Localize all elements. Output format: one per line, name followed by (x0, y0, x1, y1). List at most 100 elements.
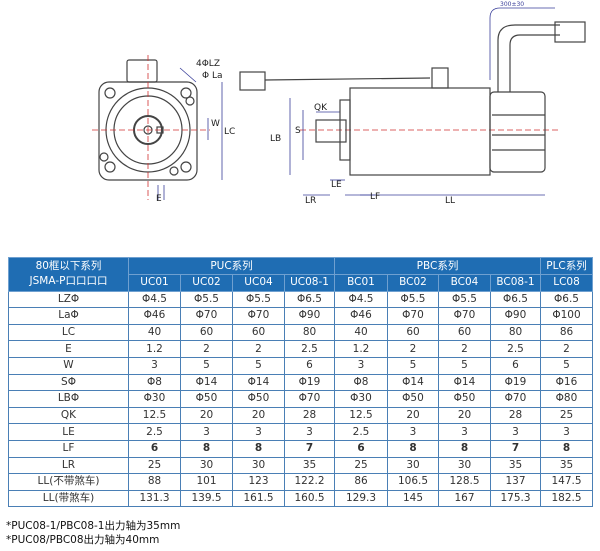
footnotes: *PUC08-1/PBC08-1出力轴为35mm *PUC08/PBC08出力轴… (6, 519, 180, 547)
table-cell: 25 (540, 406, 593, 425)
label-w: W (211, 119, 220, 129)
row-label: SΦ (8, 373, 129, 392)
row-label: W (8, 356, 129, 375)
table-cell: Φ46 (334, 307, 388, 325)
table-cell: Φ50 (387, 390, 439, 408)
table-row: QK 12.5 20 20 28 12.5 20 20 28 25 (8, 406, 593, 425)
table-row: LL(带煞车) 131.3 139.5 161.5 160.5 129.3 145 167 17… (8, 489, 593, 508)
model-header: UC02 (180, 274, 233, 292)
table-cell: 2 (438, 340, 491, 358)
table-cell: 25 (334, 456, 388, 475)
table-cell: Φ4.5 (334, 290, 388, 309)
table-cell: 2 (180, 340, 233, 358)
table-cell: 3 (540, 423, 593, 441)
table-cell: 88 (128, 473, 181, 491)
table-cell: 60 (180, 323, 233, 342)
table-cell: 8 (540, 439, 593, 458)
table-cell: 175.3 (490, 489, 541, 508)
table-cell: Φ5.5 (438, 290, 491, 309)
table-cell: Φ50 (232, 390, 285, 408)
model-header: UC01 (128, 274, 181, 292)
table-cell: Φ30 (128, 390, 181, 408)
table-cell: Φ70 (387, 307, 439, 325)
label-la: Φ La (202, 71, 222, 81)
table-cell: 3 (232, 423, 285, 441)
table-cell: Φ70 (180, 307, 233, 325)
table-cell: 106.5 (387, 473, 439, 491)
dimension-lines (157, 7, 555, 200)
table-cell: 20 (232, 406, 285, 425)
table-cell: 147.5 (540, 473, 593, 491)
table-row: LF 6 8 8 7 6 8 8 7 8 (8, 439, 593, 458)
table-cell: Φ80 (540, 390, 593, 408)
table-cell: Φ19 (284, 373, 335, 392)
table-cell: 3 (334, 356, 388, 375)
table-cell: Φ6.5 (284, 290, 335, 309)
model-header: UC08-1 (284, 274, 335, 292)
row-label: LBΦ (8, 390, 129, 408)
label-le: LE (331, 180, 342, 190)
table-cell: 167 (438, 489, 491, 508)
table-cell: Φ8 (334, 373, 388, 392)
model-header: BC02 (387, 274, 439, 292)
table-cell: 122.2 (284, 473, 335, 491)
table-cell: 8 (180, 439, 233, 458)
model-header: BC04 (438, 274, 491, 292)
table-cell: Φ90 (490, 307, 541, 325)
model-header: BC08-1 (490, 274, 541, 292)
table-cell: 60 (438, 323, 491, 342)
model-header: UC04 (232, 274, 285, 292)
table-cell: 1.2 (334, 340, 388, 358)
table-cell: Φ14 (387, 373, 439, 392)
label-lb: LB (270, 134, 281, 144)
row-label: LaΦ (8, 307, 129, 325)
row-label: LR (8, 456, 129, 475)
table-cell: Φ6.5 (490, 290, 541, 309)
table-cell: Φ90 (284, 307, 335, 325)
label-lr: LR (305, 196, 316, 206)
table-cell: 139.5 (180, 489, 233, 508)
row-label: E (8, 340, 129, 358)
footnote: *PUC08/PBC08出力轴为40mm (6, 534, 160, 546)
table-cell: 3 (490, 423, 541, 441)
model-header: BC01 (334, 274, 388, 292)
table-cell: 101 (180, 473, 233, 491)
dimension-table: 80框以下系列 JSMA-P口口口口 PUC系列 PBC系列 PLC系列 UC01… (8, 257, 593, 508)
table-cell: Φ16 (540, 373, 593, 392)
row-label: LL(不带煞车) (8, 473, 129, 491)
side-view (239, 21, 586, 176)
label-cable: 300±30 (500, 1, 524, 8)
group-header-plc: PLC系列 (540, 257, 593, 275)
table-cell: 86 (334, 473, 388, 491)
table-row: LC 40 60 60 80 40 60 60 80 86 (8, 323, 593, 342)
row-label: LF (8, 439, 129, 458)
table-cell: 3 (438, 423, 491, 441)
table-cell: 5 (232, 356, 285, 375)
table-cell: 30 (387, 456, 439, 475)
table-cell: Φ50 (180, 390, 233, 408)
table-cell: 129.3 (334, 489, 388, 508)
table-cell: Φ6.5 (540, 290, 593, 309)
table-cell: 3 (387, 423, 439, 441)
table-cell: 30 (438, 456, 491, 475)
table-cell: 8 (232, 439, 285, 458)
table-cell: 1.2 (128, 340, 181, 358)
table-cell: 35 (284, 456, 335, 475)
table-row: LaΦ Φ46 Φ70 Φ70 Φ90 Φ46 Φ70 Φ70 Φ90 Φ100 (8, 307, 593, 325)
table-cell: 28 (284, 406, 335, 425)
table-row: SΦ Φ8 Φ14 Φ14 Φ19 Φ8 Φ14 Φ14 Φ19 Φ16 (8, 373, 593, 392)
table-cell: Φ30 (334, 390, 388, 408)
motor-dimension-drawing: 4ΦLZ Φ La W LC E QK S LB LE LR LF LL 300… (92, 1, 586, 206)
table-cell: 2.5 (334, 423, 388, 441)
table-cell: Φ46 (128, 307, 181, 325)
table-cell: 6 (334, 439, 388, 458)
table-cell: 2.5 (490, 340, 541, 358)
table-cell: 20 (438, 406, 491, 425)
centerlines (92, 55, 560, 200)
table-row: LBΦ Φ30 Φ50 Φ50 Φ70 Φ30 Φ50 Φ50 Φ70 Φ80 (8, 390, 593, 408)
table-cell: 128.5 (438, 473, 491, 491)
table-cell: Φ70 (284, 390, 335, 408)
label-ll: LL (445, 196, 455, 206)
table-cell: 2 (387, 340, 439, 358)
table-cell: Φ14 (232, 373, 285, 392)
